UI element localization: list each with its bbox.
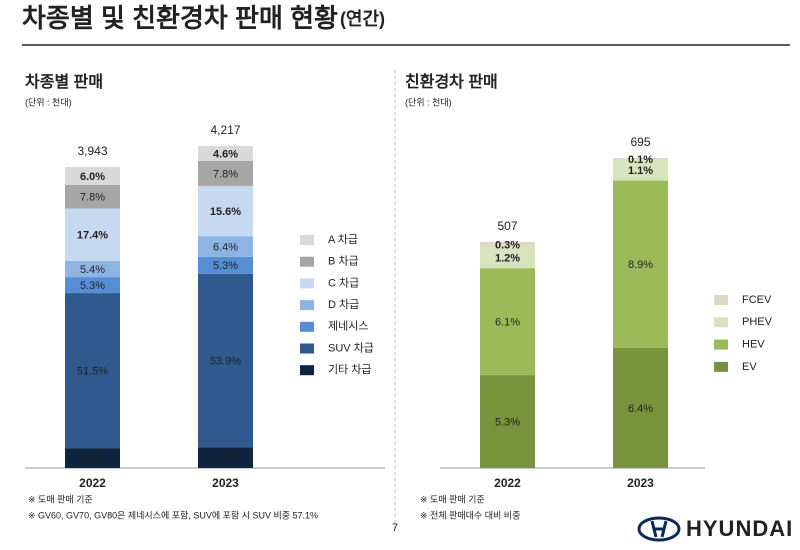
bar-segment [198, 146, 253, 161]
legend-label: EV [742, 361, 757, 373]
legend-label: A 차급 [328, 233, 358, 246]
logo-emblem [637, 516, 681, 542]
bar-segment [613, 180, 668, 348]
segment-label: 51.5% [77, 366, 108, 378]
legend-swatch [300, 300, 314, 311]
segment-label: 0.3% [495, 239, 520, 251]
bar-segment [198, 185, 253, 237]
footnote: ※ 도매 판매 기준 [420, 494, 485, 504]
segment-label: 5.4% [80, 264, 105, 276]
footnote: ※ 전체 판매대수 대비 비중 [420, 510, 520, 520]
bar-segment [480, 247, 535, 269]
segment-label: 6.0% [80, 171, 105, 183]
segment-label: 0.1% [628, 154, 653, 166]
legend-swatch [300, 235, 314, 245]
segment-label: 1.2% [495, 253, 520, 265]
bar-segment [480, 375, 535, 468]
segment-label: 53.9% [210, 356, 241, 368]
footnote: ※ 도매 판매 기준 [28, 494, 93, 504]
bar-segment [480, 241, 535, 248]
legend-swatch [714, 295, 728, 305]
segment-label: 6.4% [213, 241, 238, 253]
total-label: 3,943 [77, 144, 107, 158]
bar-segment [65, 260, 120, 278]
logo-h [650, 520, 668, 538]
x-tick-label: 2023 [212, 476, 239, 490]
legend-label: B 차급 [328, 255, 359, 268]
bar-segment [198, 236, 253, 257]
unit-label: (단위 : 천대) [405, 97, 452, 107]
bar-segment [65, 184, 120, 209]
segment-label: 17.4% [77, 230, 108, 242]
legend-label: HEV [742, 339, 765, 351]
total-label: 507 [497, 219, 517, 233]
bar-segment [613, 347, 668, 468]
page-number: 7 [392, 522, 398, 534]
page-title-main: 차종별 및 친환경차 판매 현황 [22, 3, 338, 33]
segment-label: 4.6% [213, 148, 238, 160]
bar-segment [65, 166, 120, 185]
total-label: 4,217 [210, 123, 240, 137]
page-title-suffix: (연간) [340, 9, 385, 29]
unit-label: (단위 : 천대) [25, 97, 72, 107]
legend-swatch [300, 365, 314, 376]
segment-label: 5.3% [80, 280, 105, 292]
legend-label: PHEV [742, 316, 773, 328]
segment-label: 1.1% [628, 165, 653, 177]
legend-swatch [300, 256, 314, 267]
chart-title: 친환경차 판매 [405, 73, 498, 91]
bar-segment [65, 277, 120, 294]
total-label: 695 [630, 135, 650, 149]
legend-swatch [300, 278, 314, 289]
legend-swatch [300, 343, 314, 354]
legend-swatch [714, 339, 728, 350]
legend-label: D 차급 [328, 298, 359, 311]
bar-segment [480, 268, 535, 376]
logo: HYUNDAI [637, 516, 793, 542]
bar-segment [613, 159, 668, 181]
legend-label: C 차급 [328, 276, 359, 289]
bar-segment [613, 158, 668, 160]
segment-label: 6.6% [80, 453, 105, 465]
segment-label: 6.1% [495, 317, 520, 329]
logo-text: HYUNDAI [686, 516, 793, 541]
bar-segment [198, 256, 253, 274]
legend-label: FCEV [742, 294, 772, 306]
bar-segment [65, 293, 120, 449]
bar-segment [198, 273, 253, 448]
bar-segment [198, 447, 253, 468]
legend-swatch [714, 317, 728, 328]
segment-label: 7.8% [213, 168, 238, 180]
legend-swatch [714, 361, 728, 372]
segment-label: 5.3% [213, 260, 238, 272]
page-title: 차종별 및 친환경차 판매 현황 (연간) [22, 3, 385, 33]
segment-label: 7.8% [80, 192, 105, 204]
chart-title: 차종별 판매 [25, 73, 103, 91]
legend-swatch [300, 321, 314, 332]
segment-label: 5.3% [495, 416, 520, 428]
legend-label: 기타 차급 [328, 363, 372, 376]
segment-label: 8.9% [628, 259, 653, 271]
legend-label: 제네시스 [328, 320, 368, 333]
bar-segment [65, 208, 120, 261]
legend-label: SUV 차급 [328, 341, 374, 354]
segment-label: 15.6% [210, 206, 241, 218]
bar-segment [198, 160, 253, 186]
x-tick-label: 2023 [627, 476, 654, 490]
footnote: ※ GV60, GV70, GV80은 제네시스에 포함, SUV에 포함 시 … [28, 510, 318, 520]
bar-segment [65, 448, 120, 468]
segment-label: 6.4% [628, 403, 653, 415]
segment-label: 6.4% [213, 453, 238, 465]
x-tick-label: 2022 [494, 476, 521, 490]
x-tick-label: 2022 [79, 476, 106, 490]
